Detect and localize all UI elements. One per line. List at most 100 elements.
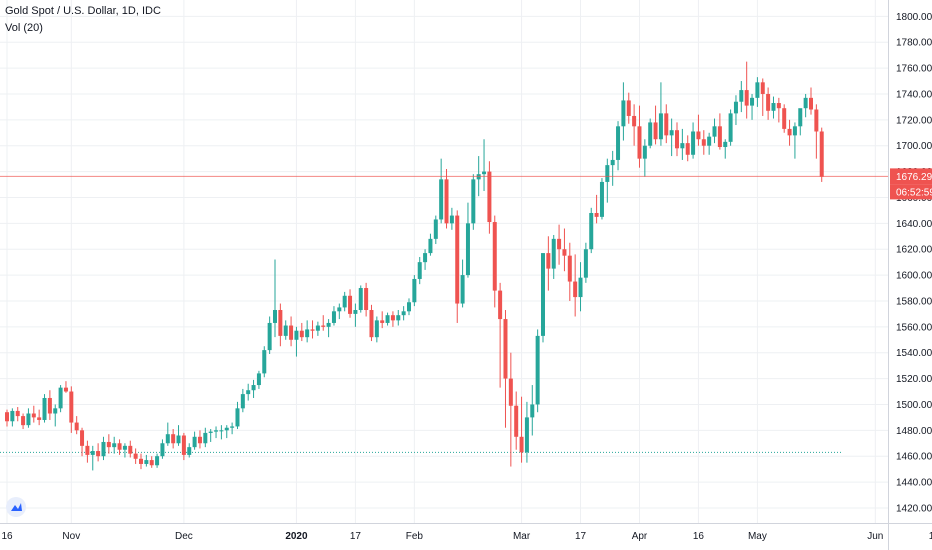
candle-body (331, 311, 336, 323)
candle-body (283, 325, 288, 336)
time-tick-label: Dec (175, 531, 193, 542)
candle-up (616, 121, 621, 171)
price-tick-label: 1580.00 (896, 296, 932, 307)
price-tick-label: 1620.00 (896, 245, 932, 256)
price-axis[interactable]: 1420.00 1440.00 1460.00 1480.00 1500.00 1520.… (896, 12, 932, 515)
candle-body (733, 101, 738, 114)
price-tick-label: 1500.00 (896, 400, 932, 411)
candle-up (803, 93, 808, 118)
candle-body (787, 128, 792, 136)
candle-body (498, 290, 503, 320)
candle-up (112, 436, 117, 454)
candle-up (374, 316, 379, 343)
time-tick-label: 2020 (285, 531, 308, 542)
candle-body (648, 122, 653, 146)
candle-body (750, 97, 755, 106)
candle-down (498, 282, 503, 388)
candle-up (262, 346, 267, 378)
candle-up (750, 93, 755, 120)
candle-down (139, 453, 143, 470)
candle-down (197, 430, 202, 449)
candle-body (701, 139, 706, 146)
candle-body (224, 427, 229, 431)
candle-down (573, 254, 578, 317)
time-tick-label: 17 (350, 531, 362, 542)
candle-up (423, 249, 428, 270)
candle-body (69, 391, 74, 423)
candle-up (471, 174, 476, 230)
tradingview-logo-icon[interactable] (6, 497, 26, 517)
candle-body (122, 445, 127, 450)
candle-up (326, 319, 331, 338)
time-axis[interactable]: 16 Nov Dec 2020 17 Feb Mar 17 Apr 16 May Jun 16 (1, 531, 932, 542)
candle-up (160, 439, 165, 459)
price-tick-label: 1800.00 (896, 12, 932, 23)
candle-body (47, 397, 52, 414)
candle-body (310, 329, 315, 331)
candle-body (396, 315, 401, 321)
price-tick-label: 1780.00 (896, 38, 932, 49)
candle-up (723, 139, 728, 159)
candle-body (342, 295, 347, 308)
candle-body (433, 219, 438, 239)
candle-body (455, 215, 460, 304)
candle-body (691, 131, 696, 155)
candle-up (755, 77, 760, 107)
time-tick-label: Mar (513, 531, 531, 542)
time-tick-label: Feb (406, 531, 424, 542)
candle-body (460, 275, 465, 304)
candle-down (637, 105, 642, 168)
candle-body (541, 253, 545, 336)
candle-down (557, 224, 562, 265)
candle-body (675, 130, 679, 149)
candle-body (482, 171, 487, 175)
candle-up (412, 275, 417, 307)
candle-down (85, 440, 90, 463)
candle-down (21, 413, 26, 430)
candle-up (792, 122, 797, 159)
candle-down (766, 87, 771, 120)
candle-down (80, 427, 85, 457)
candle-body (219, 430, 224, 432)
candle-body (256, 373, 261, 386)
candle-down (809, 87, 813, 115)
candle-up (691, 122, 696, 159)
candle-up (240, 388, 245, 413)
candle-body (262, 350, 267, 374)
candle-body (744, 90, 749, 106)
candle-body (428, 238, 433, 254)
candle-body (101, 441, 106, 457)
candle-down (181, 432, 186, 461)
candle-body (149, 460, 154, 466)
candle-up (589, 207, 594, 254)
candle-up (407, 298, 411, 316)
last-price-value: 1676.29 (896, 172, 932, 183)
candle-body (669, 130, 674, 136)
chart-title[interactable]: Gold Spot / U.S. Dollar, 1D, IDC (5, 5, 161, 17)
candle-up (144, 454, 149, 467)
candle-up (58, 385, 63, 413)
candle-body (664, 113, 669, 136)
candle-up (530, 385, 535, 436)
candle-up (707, 132, 712, 155)
countdown-label-background (890, 184, 932, 200)
candle-down (675, 122, 679, 157)
volume-indicator-label[interactable]: Vol (20) (5, 22, 43, 34)
candle-up (449, 207, 454, 230)
candle-body (31, 413, 36, 418)
candle-body (658, 113, 663, 140)
candle-body (58, 387, 63, 409)
candle-body (181, 435, 186, 455)
candle-down (626, 92, 631, 124)
candle-body (165, 434, 170, 444)
candle-body (214, 430, 219, 432)
countdown-value: 06:52:59 (896, 187, 932, 198)
candle-up (315, 321, 320, 336)
candle-body (171, 434, 176, 444)
candle-body (208, 431, 213, 433)
time-tick-label: 17 (575, 531, 587, 542)
candle-up (283, 320, 288, 340)
candle-body (42, 397, 47, 420)
